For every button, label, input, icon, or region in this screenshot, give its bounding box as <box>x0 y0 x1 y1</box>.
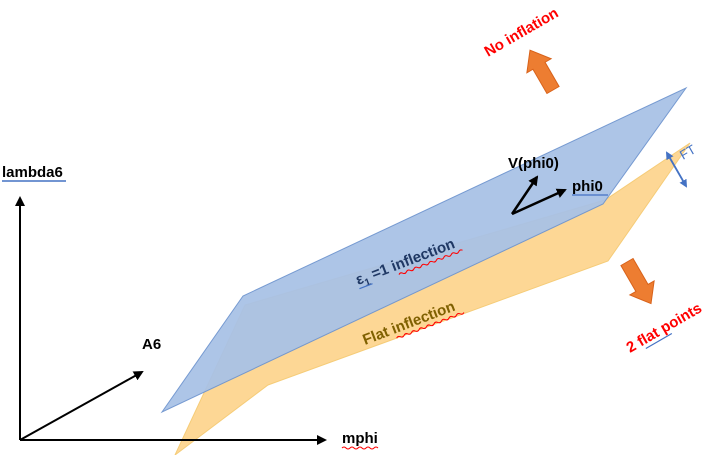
v-phi0-label: V(phi0) <box>508 155 559 172</box>
epsilon-subscript: 1 <box>363 277 373 289</box>
v-phi0-vector <box>510 175 539 215</box>
flat-word-underline <box>645 332 673 349</box>
diagonal-axis-label: A6 <box>142 336 161 353</box>
ft-label: FT <box>677 142 698 163</box>
epsilon-inflection-plane <box>160 86 688 414</box>
flat-points-label-group: 2 flat points <box>624 300 705 357</box>
epsilon-label-underline <box>359 283 373 290</box>
horizontal-axis-label-squiggle <box>341 446 379 450</box>
flat-points-arrow <box>620 257 655 305</box>
horizontal-axis-label: mphi <box>342 430 378 447</box>
flat-points-label: 2 flat points <box>624 300 705 357</box>
ft-gap-arrow <box>666 151 687 188</box>
vertical-axis-label: lambda6 <box>2 164 63 181</box>
no-inflation-label-group: No inflation <box>482 4 562 60</box>
ft-label-group: FT <box>677 142 698 163</box>
inflection-squiggle-lower <box>396 312 465 339</box>
no-inflation-arrow <box>526 49 560 95</box>
phi0-label: phi0 <box>572 178 603 195</box>
diagonal-axis <box>19 371 144 441</box>
phi0-vector <box>511 188 567 216</box>
inflection-squiggle-upper <box>398 249 463 275</box>
no-inflation-label: No inflation <box>482 4 562 60</box>
